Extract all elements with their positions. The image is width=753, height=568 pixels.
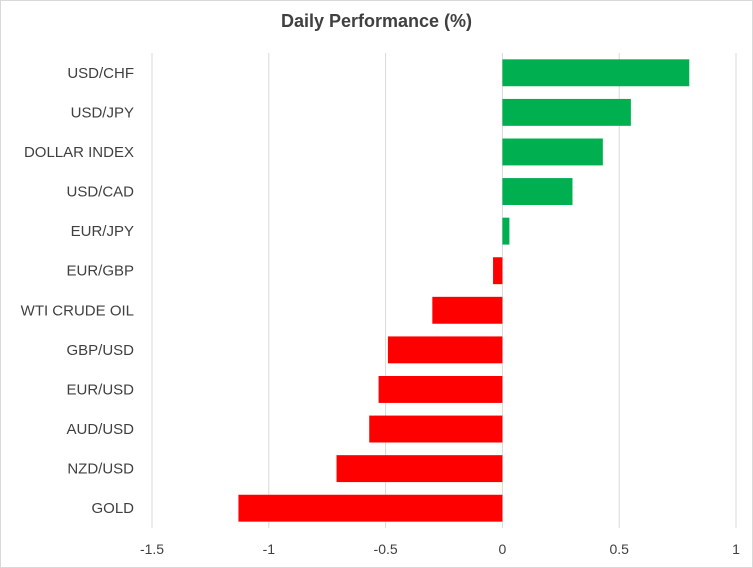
category-label: EUR/JPY bbox=[71, 223, 134, 240]
x-axis-tick-labels: -1.5 -1 -0.5 0 0.5 1 bbox=[140, 541, 740, 557]
category-label: GBP/USD bbox=[66, 342, 134, 359]
bar-nzd-usd bbox=[336, 455, 503, 483]
category-label: EUR/GBP bbox=[66, 263, 134, 280]
category-label: USD/JPY bbox=[71, 104, 134, 121]
bar-wti-crude-oil bbox=[432, 296, 503, 324]
category-label: USD/CHF bbox=[67, 65, 134, 82]
bar-usd-cad bbox=[502, 178, 573, 205]
x-tick-label: -1.5 bbox=[140, 541, 164, 557]
category-label: GOLD bbox=[91, 500, 134, 517]
bar-dollar-index bbox=[502, 138, 603, 166]
x-tick-label: 1 bbox=[732, 541, 740, 557]
category-label: DOLLAR INDEX bbox=[24, 144, 134, 161]
x-tick-label: -0.5 bbox=[374, 541, 398, 557]
bar-gbp-usd bbox=[387, 336, 503, 364]
x-tick-label: 0.5 bbox=[609, 541, 629, 557]
bar-aud-usd bbox=[369, 415, 503, 443]
bar-usd-chf bbox=[502, 59, 690, 87]
category-label: NZD/USD bbox=[67, 461, 134, 478]
category-labels: USD/CHF USD/JPY DOLLAR INDEX USD/CAD EUR/JPY… bbox=[21, 65, 135, 517]
bar-eur-usd bbox=[378, 376, 503, 403]
category-label: AUD/USD bbox=[66, 421, 134, 438]
bar-gold bbox=[238, 494, 503, 522]
chart-title: Daily Performance (%) bbox=[280, 11, 473, 31]
category-label: EUR/USD bbox=[66, 381, 134, 398]
x-tick-label: 0 bbox=[499, 541, 507, 557]
bar-eur-gbp bbox=[493, 257, 503, 285]
bar-usd-jpy bbox=[502, 98, 631, 126]
gridlines bbox=[151, 53, 737, 528]
bar-eur-jpy bbox=[502, 217, 510, 245]
category-label: USD/CAD bbox=[66, 184, 134, 201]
x-tick-label: -1 bbox=[263, 541, 276, 557]
category-label: WTI CRUDE OIL bbox=[21, 302, 134, 319]
bars bbox=[238, 59, 690, 522]
